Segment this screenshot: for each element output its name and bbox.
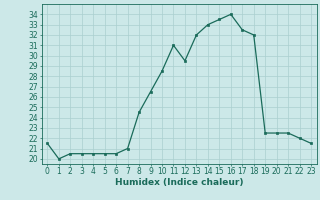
X-axis label: Humidex (Indice chaleur): Humidex (Indice chaleur): [115, 178, 244, 187]
